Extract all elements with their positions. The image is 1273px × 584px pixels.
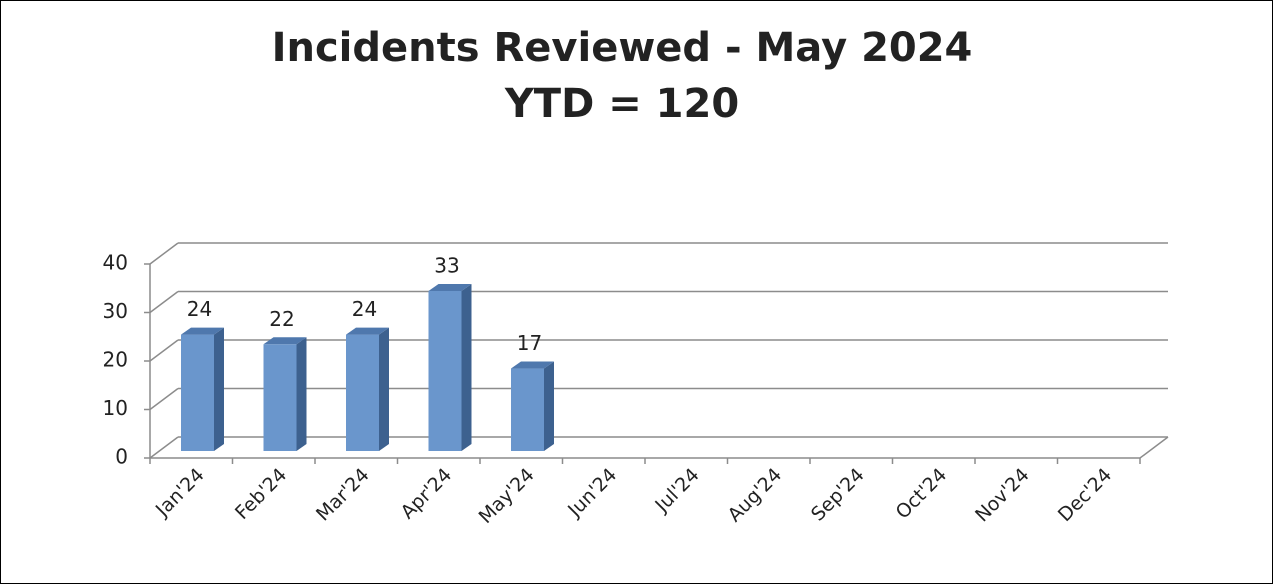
data-label: 24 — [352, 297, 377, 321]
bar-side — [461, 283, 472, 451]
chart-title: Incidents Reviewed - May 2024 — [272, 25, 973, 71]
bar-top — [428, 283, 472, 291]
data-label: 33 — [434, 253, 459, 277]
grid-line — [149, 339, 179, 362]
bar-front — [346, 334, 379, 451]
y-tick-label: 30 — [103, 299, 128, 323]
grid-line — [149, 436, 179, 459]
y-tick-label: 20 — [103, 348, 128, 372]
grid-line — [149, 242, 179, 265]
data-label: 24 — [187, 297, 212, 321]
bar-front — [428, 290, 462, 451]
bar-front — [511, 368, 544, 451]
bar-side — [379, 327, 389, 451]
bar-top — [511, 361, 554, 369]
y-tick-label: 0 — [115, 445, 128, 469]
bar-top — [346, 327, 389, 335]
data-label: 17 — [517, 331, 542, 355]
chart-subtitle: YTD = 120 — [504, 81, 739, 127]
grid-line — [149, 290, 179, 314]
bar-side — [544, 361, 554, 451]
grid-line — [149, 387, 179, 411]
bar-front — [263, 344, 297, 451]
data-label: 22 — [269, 307, 294, 331]
bar-top — [181, 327, 224, 335]
y-tick-label: 10 — [103, 396, 128, 420]
bar-side — [214, 327, 224, 451]
bar-side — [296, 337, 307, 451]
bar-front — [181, 334, 214, 451]
y-tick-label: 40 — [103, 251, 128, 275]
bar-top — [263, 337, 307, 345]
